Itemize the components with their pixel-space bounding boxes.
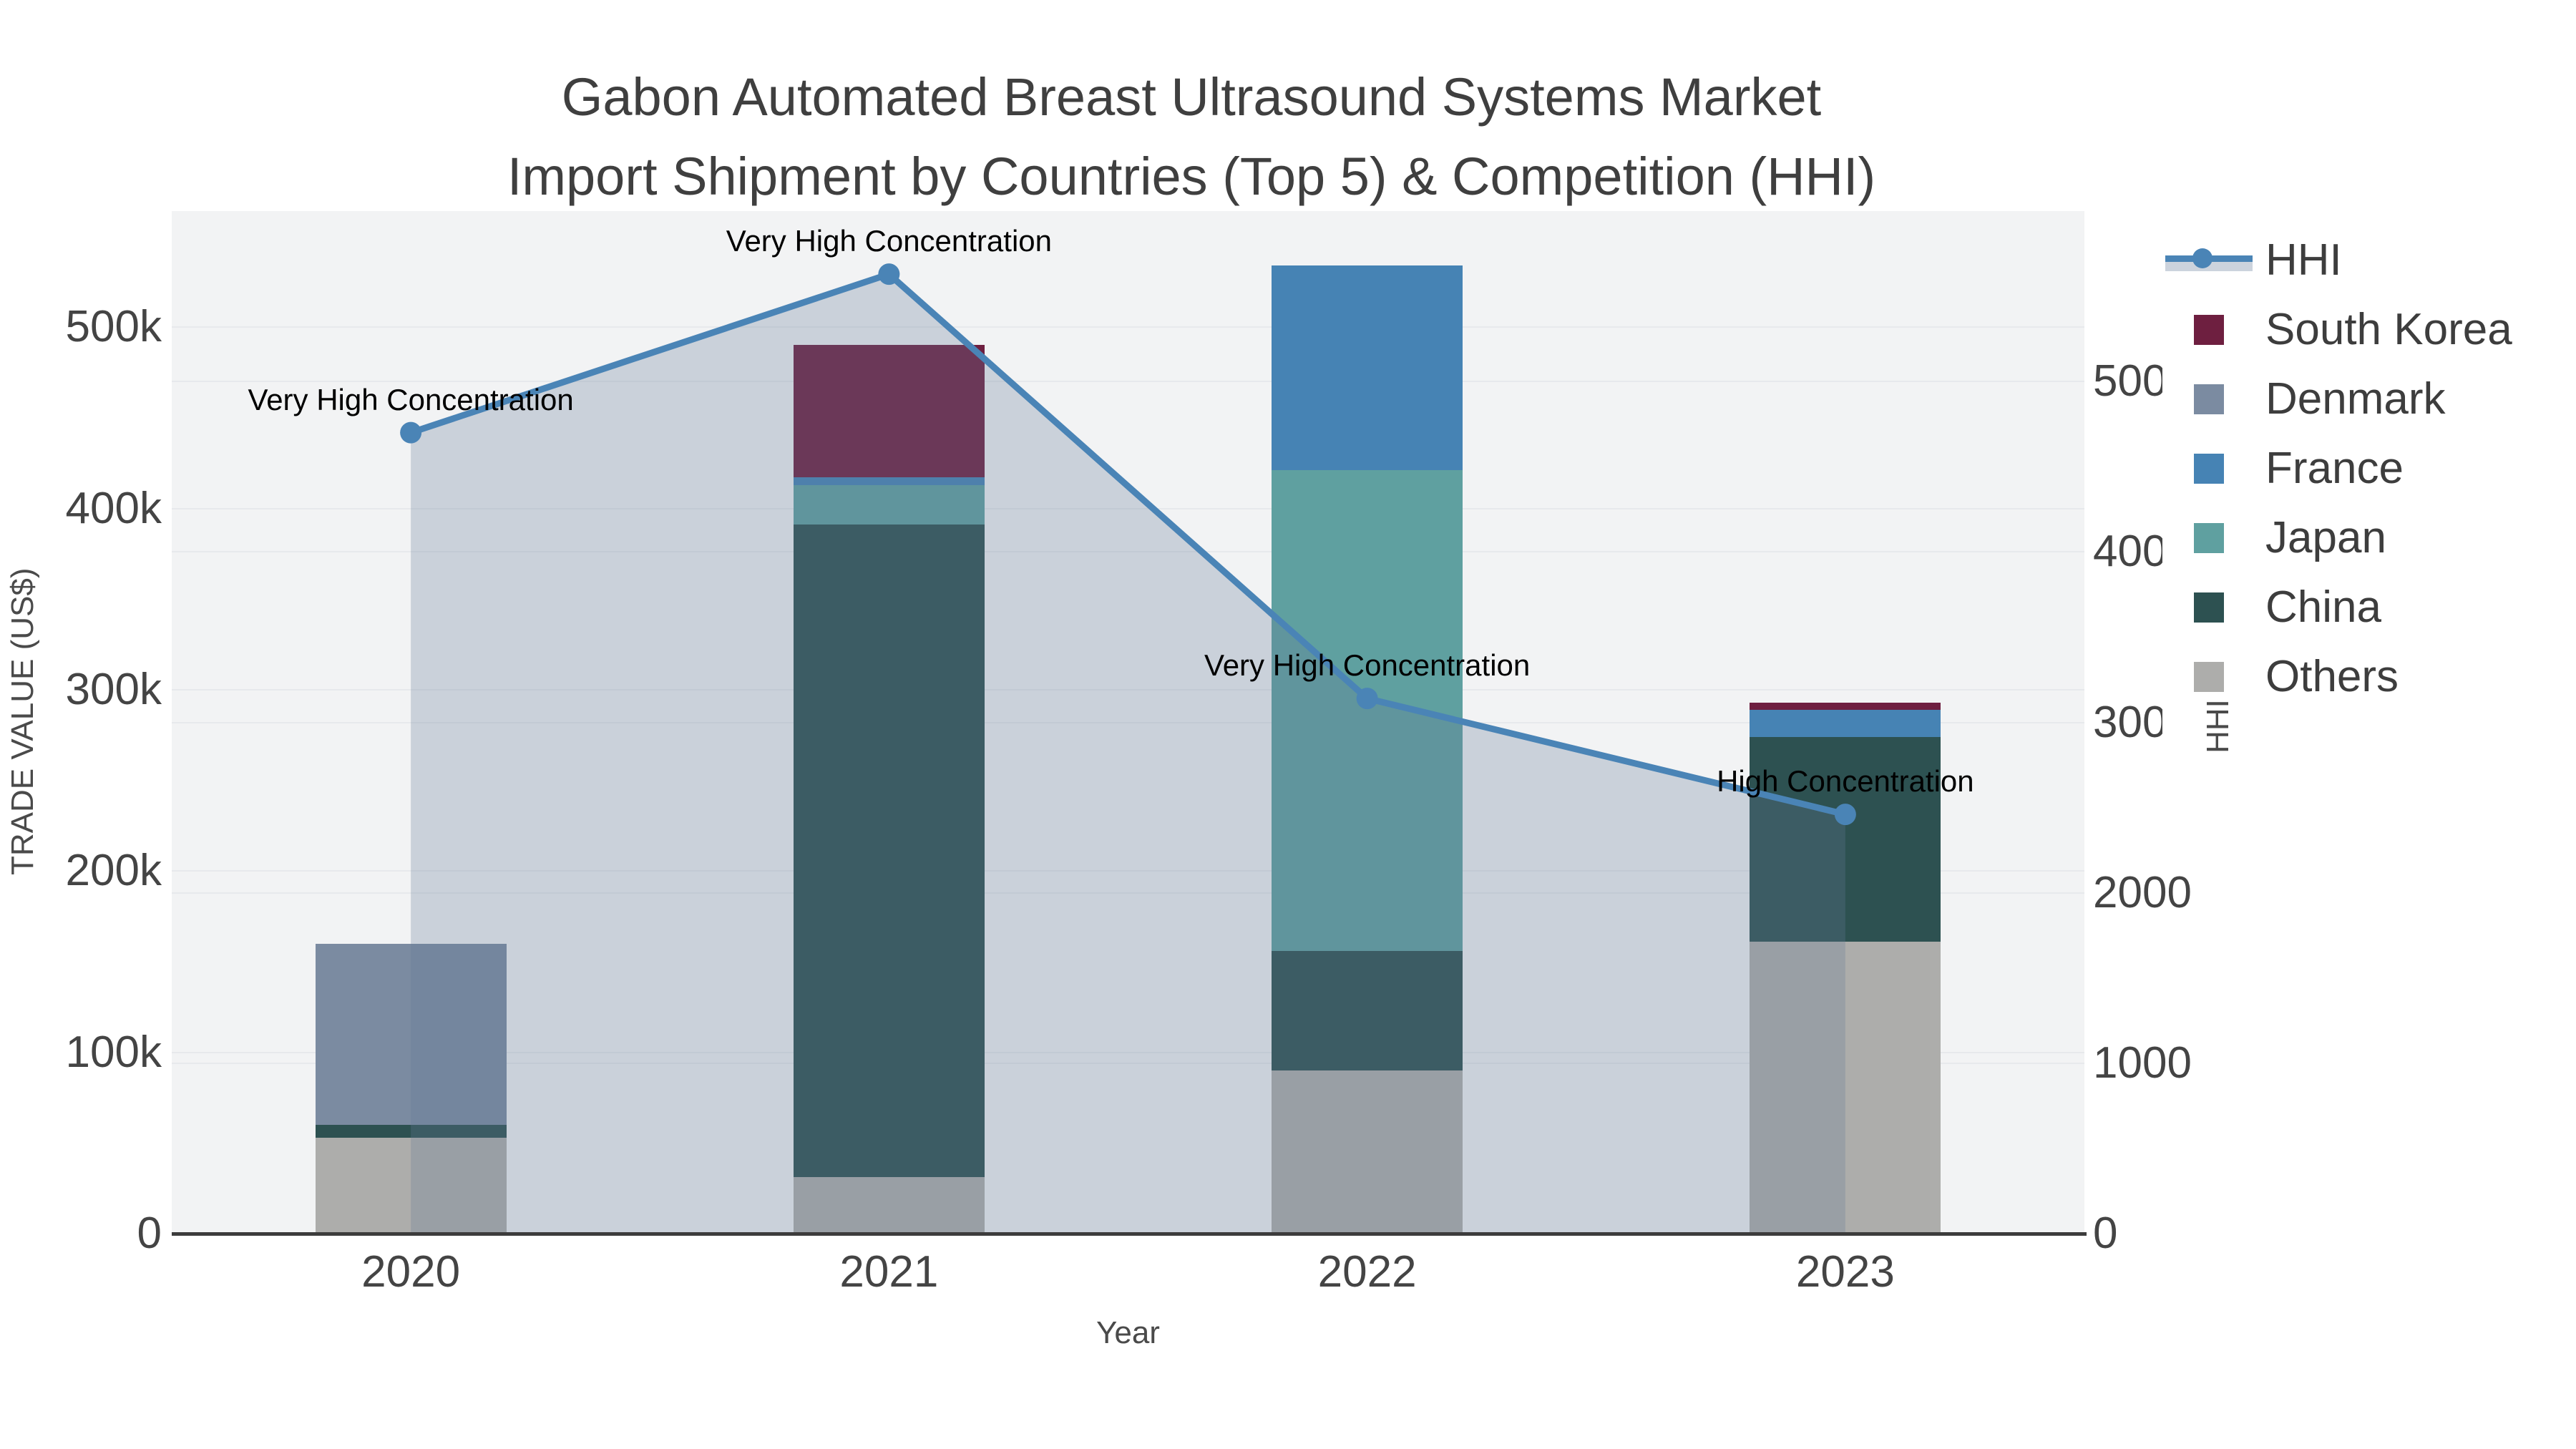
legend-label: China	[2265, 582, 2381, 632]
legend-swatch-icon	[2162, 314, 2255, 345]
plot-area	[172, 211, 2084, 1234]
right-axis-title: HHI	[2200, 699, 2235, 753]
annotation-2020: Very High Concentration	[248, 382, 574, 416]
chart-title: Gabon Automated Breast Ultrasound System…	[172, 57, 2211, 216]
gridline-right-axis	[172, 892, 2084, 894]
bar-segment-france-2022[interactable]	[1272, 265, 1463, 471]
left-tick-500k: 500k	[65, 302, 162, 352]
bar-segment-japan-2021[interactable]	[793, 484, 985, 525]
x-axis-line	[172, 1232, 2087, 1236]
left-tick-300k: 300k	[65, 664, 162, 714]
legend-label: Others	[2265, 652, 2399, 701]
legend-label: Japan	[2265, 513, 2386, 562]
legend-item-others[interactable]: Others	[2162, 642, 2576, 711]
legend-item-denmark[interactable]: Denmark	[2162, 364, 2576, 434]
chart-title-line2: Import Shipment by Countries (Top 5) & C…	[507, 147, 1876, 206]
bar-segment-france-2023[interactable]	[1750, 709, 1941, 737]
x-tick-2023: 2023	[1795, 1247, 1895, 1297]
bar-segment-china-2021[interactable]	[793, 525, 985, 1178]
legend-label: France	[2265, 444, 2404, 493]
gridline-right-axis	[172, 551, 2084, 553]
annotation-2021: Very High Concentration	[726, 224, 1053, 258]
legend-swatch-icon	[2162, 453, 2255, 484]
legend-swatch-icon	[2162, 522, 2255, 553]
gridline-left-axis	[172, 870, 2084, 872]
x-tick-2020: 2020	[361, 1247, 461, 1297]
right-tick-2000: 2000	[2093, 867, 2192, 917]
bar-segment-denmark-2020[interactable]	[315, 943, 507, 1125]
bar-segment-others-2020[interactable]	[315, 1137, 507, 1234]
bar-segment-japan-2022[interactable]	[1272, 470, 1463, 951]
legend-swatch-icon	[2162, 384, 2255, 414]
right-tick-1000: 1000	[2093, 1038, 2192, 1088]
bar-segment-others-2023[interactable]	[1750, 942, 1941, 1234]
bar-segment-south-korea-2023[interactable]	[1750, 702, 1941, 710]
bar-segment-china-2020[interactable]	[315, 1124, 507, 1138]
legend-label: HHI	[2265, 235, 2342, 285]
bar-segment-others-2021[interactable]	[793, 1177, 985, 1234]
legend-item-japan[interactable]: Japan	[2162, 503, 2576, 572]
x-tick-2021: 2021	[839, 1247, 939, 1297]
gridline-right-axis	[172, 1062, 2084, 1064]
annotation-2023: High Concentration	[1717, 764, 1974, 799]
legend-item-france[interactable]: France	[2162, 434, 2576, 503]
legend-swatch-icon	[2162, 592, 2255, 623]
legend-item-china[interactable]: China	[2162, 572, 2576, 642]
x-tick-2022: 2022	[1317, 1247, 1417, 1297]
x-axis-title: Year	[1096, 1315, 1160, 1350]
bar-segment-others-2022[interactable]	[1272, 1070, 1463, 1234]
gridline-left-axis	[172, 507, 2084, 509]
left-axis-title: TRADE VALUE (US$)	[5, 567, 40, 876]
legend-item-south-korea[interactable]: South Korea	[2162, 295, 2576, 364]
left-tick-200k: 200k	[65, 846, 162, 896]
legend-label: Denmark	[2265, 374, 2446, 424]
annotation-2022: Very High Concentration	[1204, 648, 1531, 683]
left-tick-100k: 100k	[65, 1027, 162, 1077]
bar-segment-france-2021[interactable]	[793, 477, 985, 485]
legend-label: South Korea	[2265, 305, 2512, 354]
hhi-line-icon	[2162, 245, 2255, 275]
left-tick-400k: 400k	[65, 483, 162, 533]
chart-title-line1: Gabon Automated Breast Ultrasound System…	[561, 67, 1822, 127]
gridline-left-axis	[172, 326, 2084, 328]
legend-item-hhi[interactable]: HHI	[2162, 225, 2576, 295]
right-tick-0: 0	[2093, 1209, 2118, 1258]
left-tick-0: 0	[137, 1209, 162, 1258]
bar-segment-south-korea-2021[interactable]	[793, 345, 985, 478]
gridline-left-axis	[172, 688, 2084, 691]
gridline-left-axis	[172, 1051, 2084, 1053]
bar-segment-china-2022[interactable]	[1272, 950, 1463, 1070]
legend: HHI South Korea Denmark France Japan China Oth…	[2162, 217, 2576, 751]
legend-swatch-icon	[2162, 661, 2255, 692]
